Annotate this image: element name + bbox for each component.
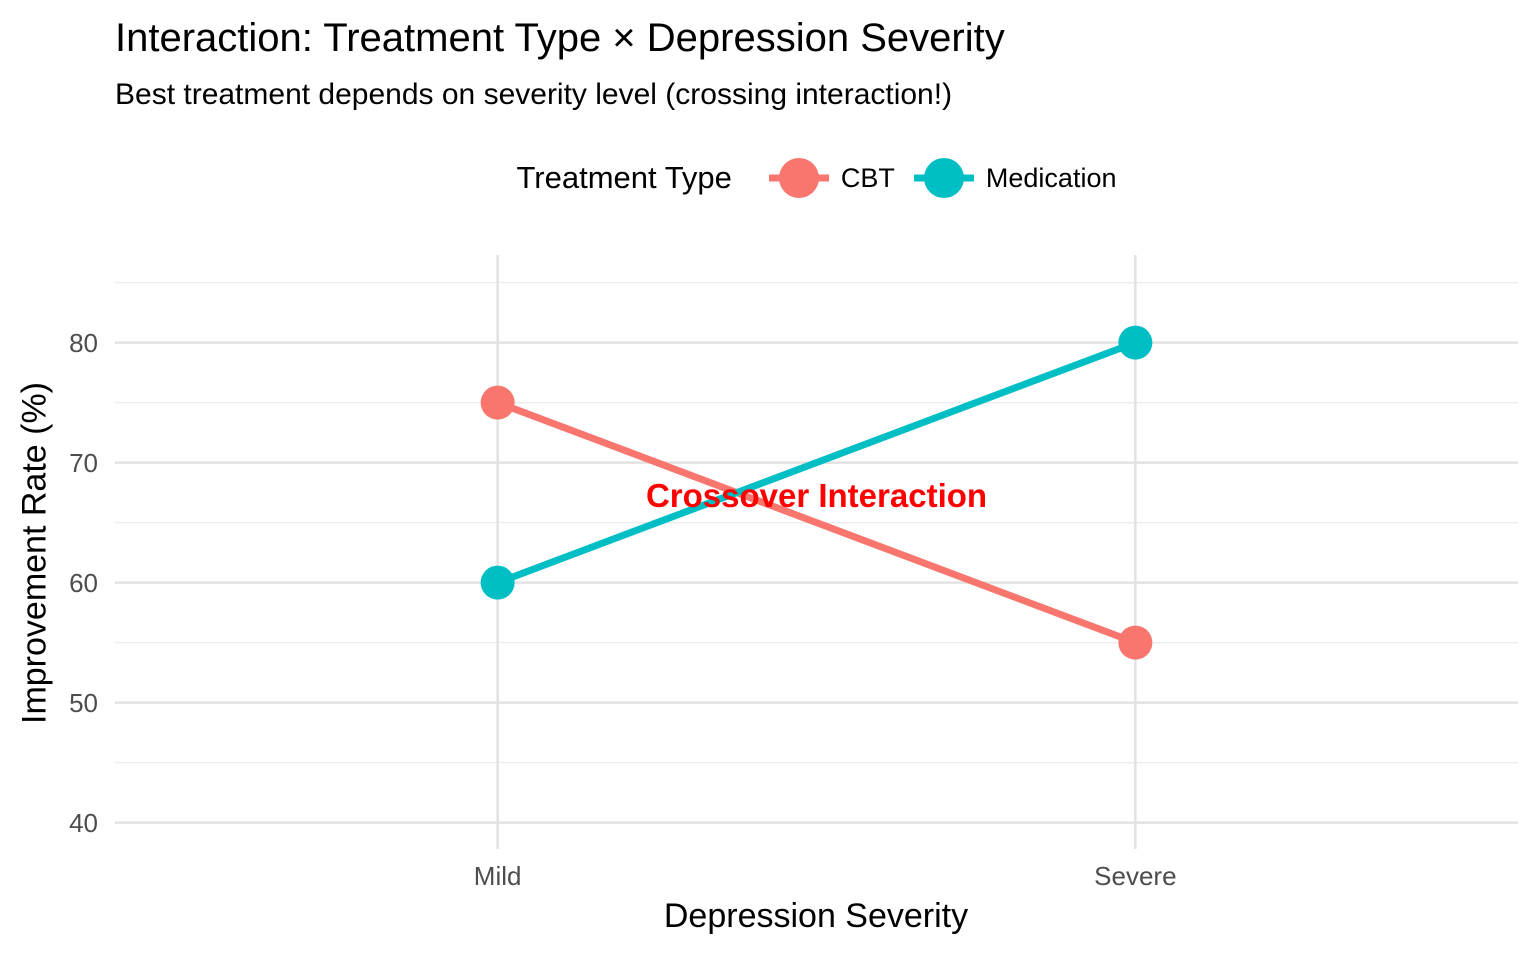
y-axis-title: Improvement Rate (%) bbox=[15, 382, 54, 724]
legend-key-cbt-icon bbox=[768, 158, 829, 198]
legend-label-cbt: CBT bbox=[840, 162, 895, 193]
y-tick-label: 60 bbox=[69, 567, 98, 598]
x-tick-label: Severe bbox=[1094, 861, 1177, 891]
legend-item-cbt: CBT bbox=[768, 155, 895, 201]
data-point-cbt-severe bbox=[1118, 625, 1153, 660]
data-point-medication-mild bbox=[480, 565, 515, 600]
y-tick-label: 80 bbox=[69, 327, 98, 358]
data-point-medication-severe bbox=[1118, 325, 1153, 360]
legend-item-medication: Medication bbox=[913, 155, 1117, 201]
x-tick-label: Mild bbox=[473, 861, 522, 891]
plot-subtitle: Best treatment depends on severity level… bbox=[115, 78, 953, 111]
data-point-cbt-mild bbox=[480, 385, 515, 420]
legend-key-medication-icon bbox=[913, 158, 974, 198]
plot-title: Interaction: Treatment Type × Depression… bbox=[115, 16, 1005, 60]
legend-label-medication: Medication bbox=[985, 162, 1117, 193]
x-axis-title: Depression Severity bbox=[663, 897, 969, 935]
legend: Treatment Type CBT Medication bbox=[115, 152, 1518, 204]
y-tick-label: 40 bbox=[69, 807, 98, 838]
crossover-annotation: Crossover Interaction bbox=[645, 477, 988, 515]
y-tick-label: 50 bbox=[69, 687, 98, 718]
legend-title: Treatment Type bbox=[516, 160, 732, 195]
series-line-cbt bbox=[496, 399, 1137, 646]
series-line-medication bbox=[496, 339, 1137, 586]
y-tick-label: 70 bbox=[69, 447, 98, 478]
